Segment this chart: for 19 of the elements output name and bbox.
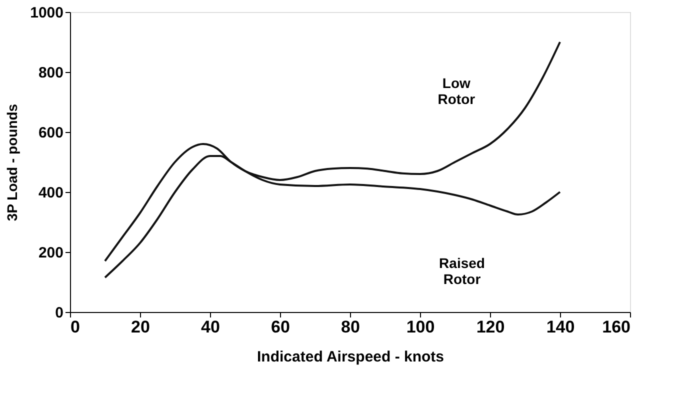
x-tick-label: 120	[476, 318, 505, 336]
x-tick-label: 20	[131, 318, 150, 336]
y-tick-label: 800	[38, 64, 64, 82]
x-tick-label: 0	[70, 318, 80, 336]
x-tick-label: 80	[341, 318, 360, 336]
x-tick-label: 60	[271, 318, 290, 336]
x-axis-title: Indicated Airspeed - knots	[257, 348, 444, 366]
x-tick-label: 40	[201, 318, 220, 336]
annotation: Raised Rotor	[439, 255, 485, 287]
y-axis-title: 3P Load - pounds	[4, 104, 20, 222]
y-tick-label: 0	[55, 304, 64, 322]
y-tick-label: 1000	[30, 4, 64, 22]
y-tick-label: 200	[38, 244, 64, 262]
y-tick-label: 400	[38, 184, 64, 202]
y-tick-label: 600	[38, 124, 64, 142]
x-tick-label: 100	[406, 318, 435, 336]
x-tick-label: 160	[602, 318, 630, 336]
x-tick-label: 140	[546, 318, 575, 336]
annotation: Low Rotor	[438, 75, 476, 107]
